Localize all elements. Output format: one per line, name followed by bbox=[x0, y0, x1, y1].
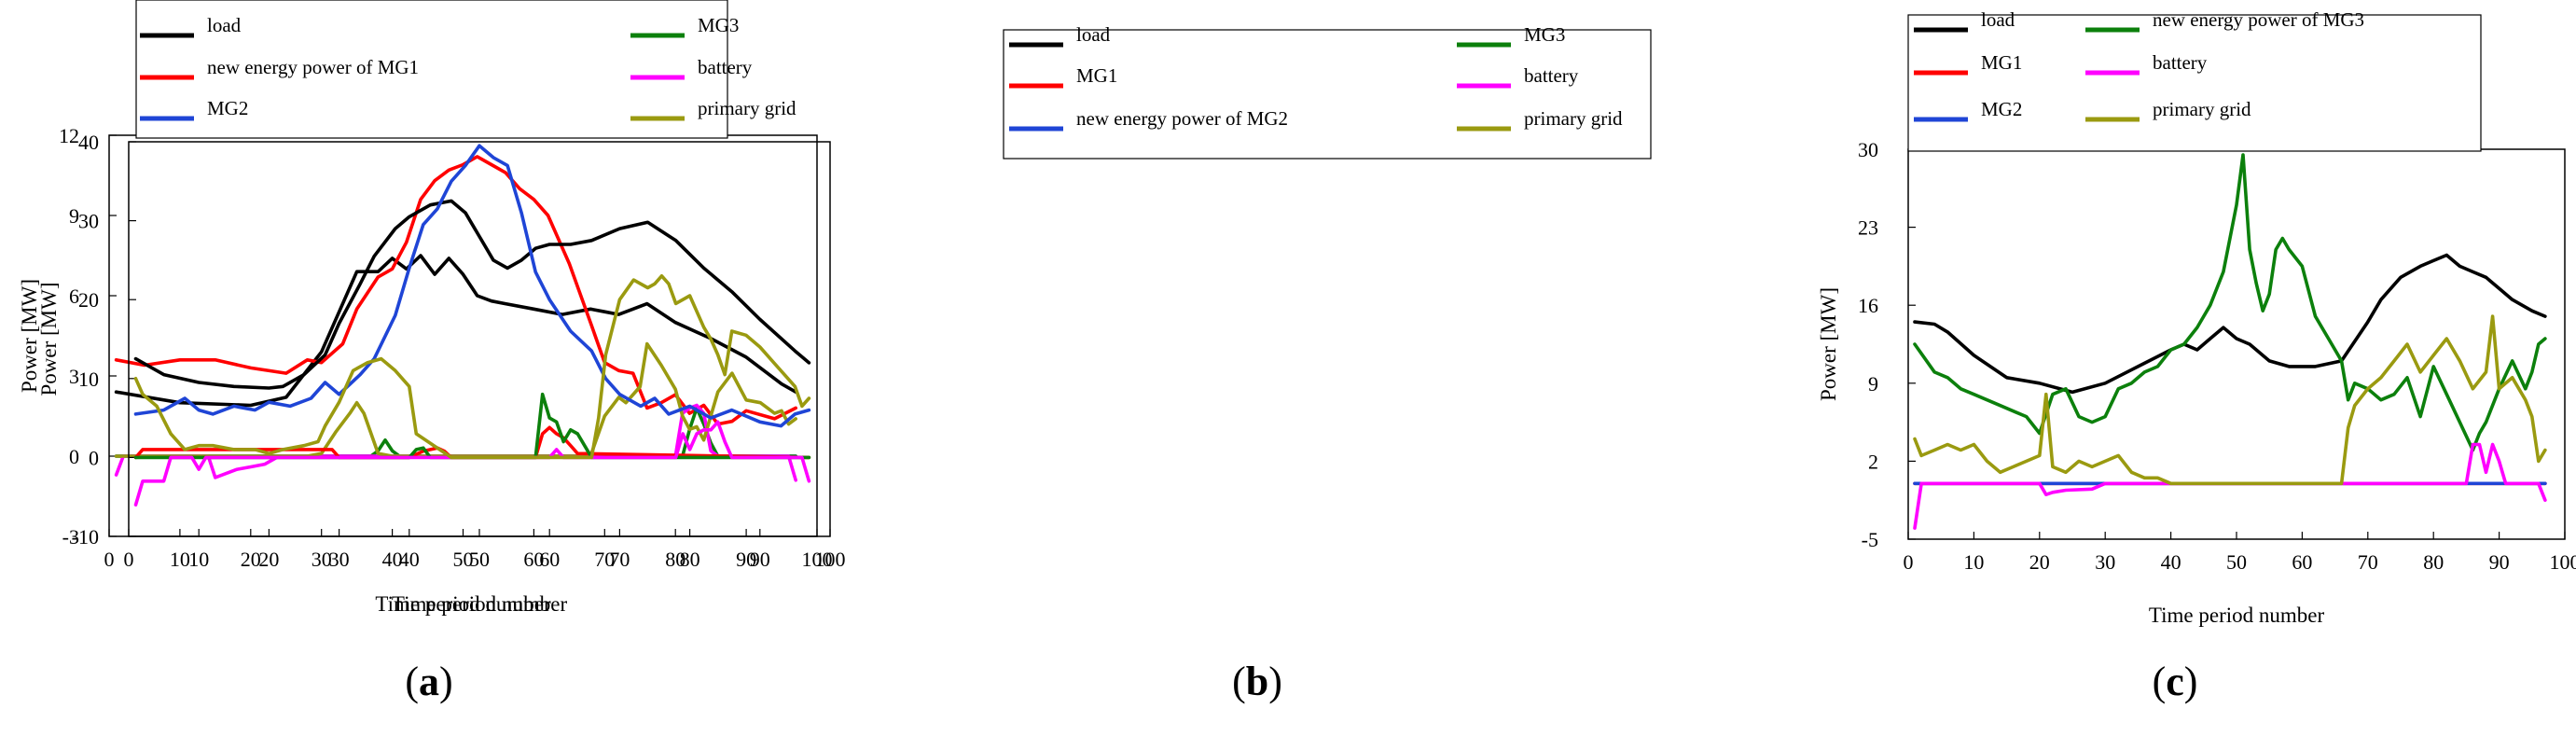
series-line-battery bbox=[1913, 442, 2547, 530]
y-tick-label: 12 bbox=[59, 124, 79, 147]
legend-label: primary grid bbox=[2153, 98, 2251, 120]
legend-label: MG2 bbox=[1981, 98, 2022, 120]
y-tick-label: 0 bbox=[89, 446, 99, 469]
x-axis-label: Time period number bbox=[392, 592, 568, 616]
legend-label: primary grid bbox=[1524, 107, 1623, 130]
x-tick-label: 90 bbox=[750, 548, 770, 571]
legend-label: MG1 bbox=[1076, 64, 1117, 87]
y-tick-label: -3 bbox=[62, 525, 79, 549]
x-tick-label: 40 bbox=[2161, 550, 2181, 574]
legend-label: battery bbox=[1524, 64, 1579, 87]
series-line-load bbox=[1913, 253, 2547, 395]
x-tick-label: 70 bbox=[594, 548, 615, 571]
y-tick-label: 40 bbox=[78, 131, 99, 154]
x-tick-label: 50 bbox=[2226, 550, 2247, 574]
x-tick-label: 60 bbox=[539, 548, 560, 571]
legend-label: primary grid bbox=[698, 97, 796, 119]
series-line-load bbox=[133, 199, 811, 390]
x-tick-label: 60 bbox=[2292, 550, 2312, 574]
legend-box bbox=[1907, 14, 2482, 152]
y-tick-label: 23 bbox=[1858, 216, 1878, 240]
x-tick-label: 80 bbox=[665, 548, 686, 571]
x-tick-label: 40 bbox=[399, 548, 420, 571]
legend-label: battery bbox=[2153, 51, 2208, 74]
legend-label: MG3 bbox=[698, 14, 739, 36]
y-tick-label: 30 bbox=[78, 210, 99, 233]
x-tick-label: 80 bbox=[680, 548, 700, 571]
series-line-primary-grid bbox=[133, 274, 811, 460]
x-tick-label: 100 bbox=[2550, 550, 2576, 574]
x-tick-label: 60 bbox=[523, 548, 544, 571]
x-tick-label: 30 bbox=[2095, 550, 2115, 574]
y-tick-label: 3 bbox=[69, 365, 79, 388]
x-tick-label: 50 bbox=[453, 548, 474, 571]
y-tick-label: 10 bbox=[78, 368, 99, 391]
x-tick-label: 20 bbox=[2029, 550, 2050, 574]
legend-label: load bbox=[1981, 8, 2015, 31]
y-tick-label: 30 bbox=[1858, 138, 1878, 161]
x-tick-label: 80 bbox=[2423, 550, 2444, 574]
legend-label: MG2 bbox=[207, 97, 248, 119]
y-tick-label: 0 bbox=[69, 445, 79, 468]
series-line-new-energy-power-of-mg3 bbox=[1913, 153, 2547, 452]
y-tick-label: 6 bbox=[69, 285, 79, 308]
legend-label: load bbox=[1076, 23, 1111, 46]
legend-label: load bbox=[207, 14, 242, 36]
panel-label: (b) bbox=[1232, 659, 1282, 704]
x-tick-label: 70 bbox=[609, 548, 630, 571]
legend-box bbox=[135, 0, 728, 139]
y-axis-label: Power [MW] bbox=[1817, 287, 1840, 401]
legend-label: new energy power of MG2 bbox=[1076, 107, 1288, 130]
y-tick-label: 9 bbox=[1868, 372, 1878, 396]
panel-label: (a) bbox=[405, 659, 452, 704]
legend-label: new energy power of MG1 bbox=[207, 56, 419, 78]
y-tick-label: 20 bbox=[78, 288, 99, 312]
x-tick-label: 0 bbox=[104, 548, 115, 571]
x-tick-label: 50 bbox=[469, 548, 490, 571]
series-line-primary-grid bbox=[114, 341, 797, 458]
y-tick-label: 16 bbox=[1858, 294, 1878, 317]
x-axis-label: Time period number bbox=[2149, 604, 2325, 627]
series-line-load bbox=[114, 254, 797, 408]
y-tick-label: -10 bbox=[72, 525, 99, 549]
series-line-mg3 bbox=[133, 392, 811, 460]
x-tick-label: 0 bbox=[124, 548, 134, 571]
x-tick-label: 30 bbox=[329, 548, 350, 571]
x-tick-label: 0 bbox=[1904, 550, 1914, 574]
y-tick-label: 9 bbox=[69, 204, 79, 228]
legend-label: new energy power of MG3 bbox=[2153, 8, 2364, 31]
legend-label: MG1 bbox=[1981, 51, 2022, 74]
y-axis-label: Power [MW] bbox=[37, 283, 61, 396]
x-tick-label: 100 bbox=[802, 548, 833, 571]
x-tick-label: 90 bbox=[2489, 550, 2510, 574]
panel-label: (c) bbox=[2153, 659, 2198, 704]
x-tick-label: 20 bbox=[241, 548, 261, 571]
legend-label: MG3 bbox=[1524, 23, 1565, 46]
x-tick-label: 70 bbox=[2358, 550, 2378, 574]
x-tick-label: 10 bbox=[1963, 550, 1984, 574]
x-tick-label: 10 bbox=[188, 548, 209, 571]
series-line-new-energy-power-of-mg2 bbox=[133, 144, 811, 428]
legend-box bbox=[1003, 29, 1652, 160]
x-tick-label: 20 bbox=[258, 548, 279, 571]
x-tick-label: 30 bbox=[312, 548, 332, 571]
x-tick-label: 40 bbox=[382, 548, 403, 571]
x-tick-label: 10 bbox=[170, 548, 190, 571]
x-tick-label: 90 bbox=[736, 548, 756, 571]
x-tick-label: 100 bbox=[815, 548, 846, 571]
y-axis-label: Power [MW] bbox=[18, 279, 41, 393]
legend-label: battery bbox=[698, 56, 753, 78]
x-axis-label: Time period number bbox=[375, 592, 551, 616]
series-line-primary-grid bbox=[1913, 314, 2547, 486]
y-tick-label: 2 bbox=[1868, 450, 1878, 473]
y-tick-label: -5 bbox=[1862, 528, 1878, 551]
